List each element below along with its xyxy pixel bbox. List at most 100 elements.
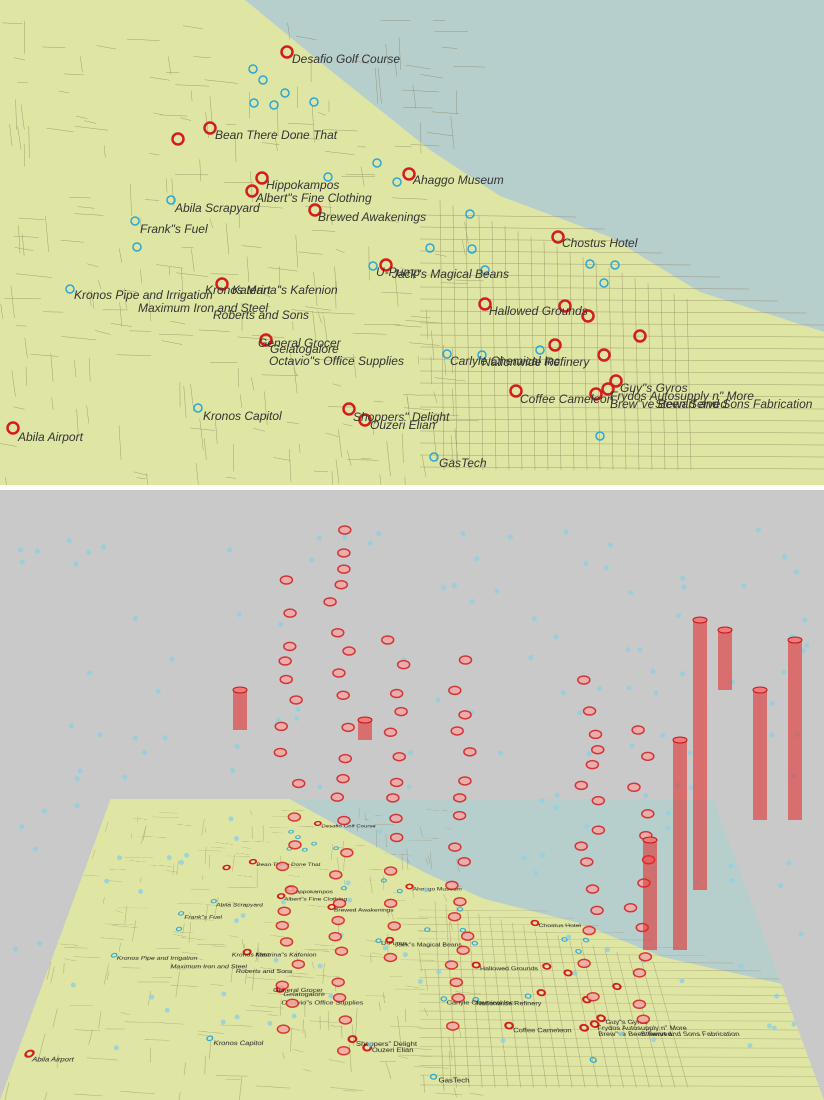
ring-red — [389, 813, 403, 824]
ring-red — [336, 1046, 351, 1056]
marker-red — [280, 45, 294, 59]
road — [373, 401, 384, 403]
road — [204, 438, 207, 460]
cylinder — [718, 630, 732, 690]
dot-blue — [41, 808, 47, 814]
road — [63, 73, 84, 76]
dot-blue — [528, 654, 534, 660]
location-label: Chostus Hotel — [538, 923, 582, 928]
marker-blue — [425, 243, 435, 253]
road — [419, 250, 663, 254]
dot-blue — [234, 1014, 240, 1020]
marker-red — [589, 387, 603, 401]
location-label: Coffee Cameleon — [513, 1028, 572, 1034]
ring-red — [383, 898, 398, 909]
ring-red — [588, 729, 603, 740]
dot-blue — [793, 569, 799, 575]
marker-blue — [610, 260, 620, 270]
road — [225, 476, 237, 479]
dot-blue — [451, 582, 457, 588]
road — [87, 263, 99, 268]
dot-blue — [367, 1041, 373, 1047]
road — [126, 38, 160, 41]
road — [287, 22, 291, 40]
dot-blue — [132, 735, 138, 741]
marker-red — [601, 382, 615, 396]
road — [647, 283, 653, 471]
road — [175, 272, 209, 277]
marker-red — [581, 309, 595, 323]
dot-blue — [769, 732, 775, 738]
ring-red — [585, 884, 600, 894]
dot-blue — [666, 810, 672, 816]
location-label: Carlyle Chemical Inc. — [447, 1000, 517, 1006]
road — [251, 334, 285, 339]
road — [673, 293, 679, 471]
ring-red — [623, 903, 638, 913]
location-label: Hippokampos — [266, 178, 339, 192]
road — [61, 336, 97, 341]
road — [234, 132, 237, 162]
road — [431, 330, 435, 361]
marker-blue — [258, 75, 268, 85]
road — [421, 454, 427, 477]
map[interactable]: Desafio Golf Course Bean There Done That H… — [0, 0, 824, 514]
road — [296, 35, 317, 41]
dot-blue — [184, 852, 190, 858]
road — [9, 123, 13, 146]
road — [377, 68, 382, 104]
location-label: Octavio"s Office Supplies — [281, 1000, 364, 1006]
road — [311, 105, 315, 143]
road — [273, 457, 291, 461]
location-label: Desafio Golf Course — [292, 52, 400, 66]
location-label: Ouzeri Elian — [372, 1047, 414, 1054]
location-label: Kronos Mart — [205, 283, 271, 297]
ring-red — [386, 793, 400, 803]
road — [181, 267, 184, 299]
ring-red — [448, 842, 462, 852]
ring-red — [389, 688, 404, 699]
dot-blue — [679, 978, 685, 984]
ring-red — [329, 870, 343, 880]
location-label: Kronos Mart — [231, 953, 270, 959]
ring-red — [460, 931, 475, 941]
dot-blue — [19, 559, 25, 565]
road — [261, 374, 299, 376]
location-label: Abila Airport — [31, 1057, 75, 1064]
road — [17, 126, 22, 150]
road — [13, 406, 25, 410]
dot-blue — [521, 855, 527, 861]
dot-blue — [220, 1019, 226, 1025]
road — [209, 218, 214, 229]
location-label: Nationwide Refinery — [476, 1001, 543, 1007]
road — [419, 454, 824, 458]
dot-blue — [474, 556, 480, 562]
marker-red — [478, 297, 492, 311]
location-label: Hippokampos — [293, 890, 334, 895]
road — [252, 427, 265, 432]
road — [441, 46, 458, 49]
dot-blue — [596, 686, 602, 692]
road — [171, 178, 175, 207]
dot-blue — [653, 690, 659, 696]
road — [124, 287, 127, 309]
ring-red — [291, 778, 306, 789]
ring-red — [636, 1014, 651, 1024]
road — [161, 340, 183, 345]
road — [608, 267, 614, 471]
location-label: U-Pump — [376, 265, 420, 279]
marker-red — [551, 230, 565, 244]
location-label: Carlyle Chemical Inc. — [450, 354, 563, 368]
road — [375, 67, 379, 104]
road — [239, 394, 243, 408]
marker-red — [259, 333, 273, 347]
map-view[interactable]: Desafio Golf Course Bean There Done That H… — [0, 0, 824, 514]
road — [352, 332, 387, 335]
road — [199, 159, 201, 181]
dot-blue — [236, 611, 242, 617]
dot-blue — [687, 750, 693, 756]
dot-blue — [728, 863, 734, 869]
road — [443, 345, 447, 376]
